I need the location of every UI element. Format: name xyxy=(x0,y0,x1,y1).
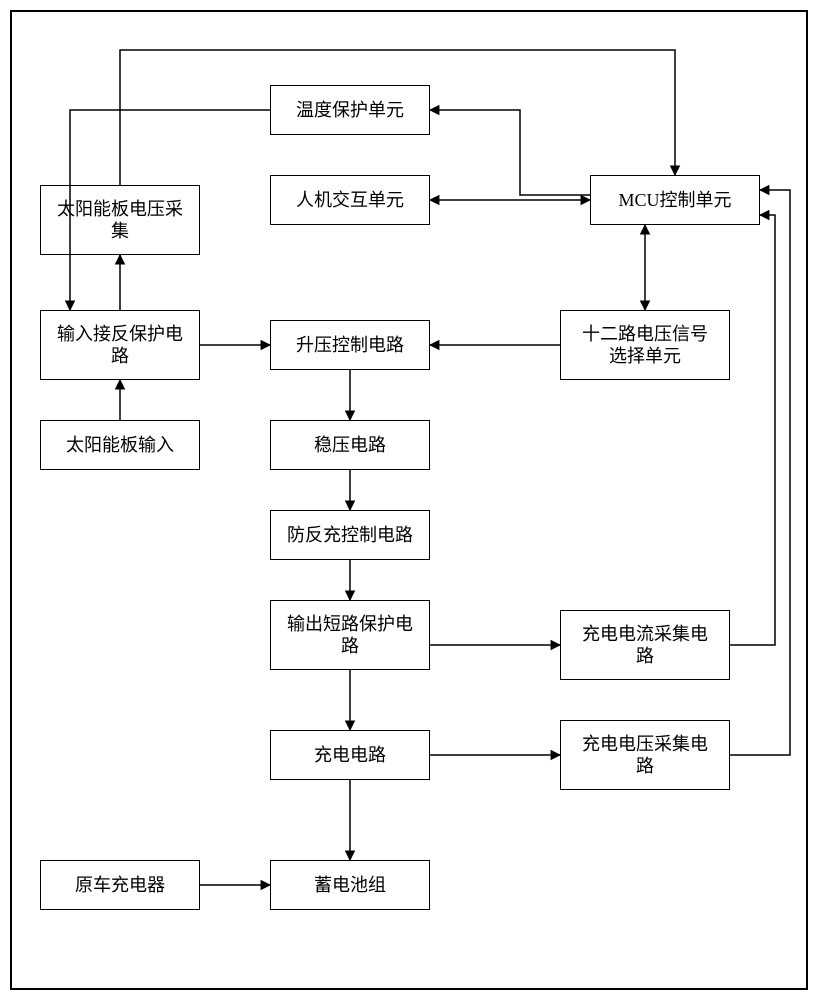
node-hmi: 人机交互单元 xyxy=(270,175,430,225)
node-input_reverse: 输入接反保护电路 xyxy=(40,310,200,380)
node-regulator: 稳压电路 xyxy=(270,420,430,470)
node-battery: 蓄电池组 xyxy=(270,860,430,910)
node-solar_v_sample: 太阳能板电压采集 xyxy=(40,185,200,255)
node-anti_reverse: 防反充控制电路 xyxy=(270,510,430,560)
node-charge: 充电电路 xyxy=(270,730,430,780)
node-temp_protect: 温度保护单元 xyxy=(270,85,430,135)
node-orig_charger: 原车充电器 xyxy=(40,860,200,910)
node-out_short: 输出短路保护电路 xyxy=(270,600,430,670)
node-chg_current: 充电电流采集电路 xyxy=(560,610,730,680)
diagram-outer-border xyxy=(10,10,808,990)
node-boost: 升压控制电路 xyxy=(270,320,430,370)
node-mcu: MCU控制单元 xyxy=(590,175,760,225)
node-chg_voltage: 充电电压采集电路 xyxy=(560,720,730,790)
node-solar_input: 太阳能板输入 xyxy=(40,420,200,470)
node-twelve_sel: 十二路电压信号选择单元 xyxy=(560,310,730,380)
